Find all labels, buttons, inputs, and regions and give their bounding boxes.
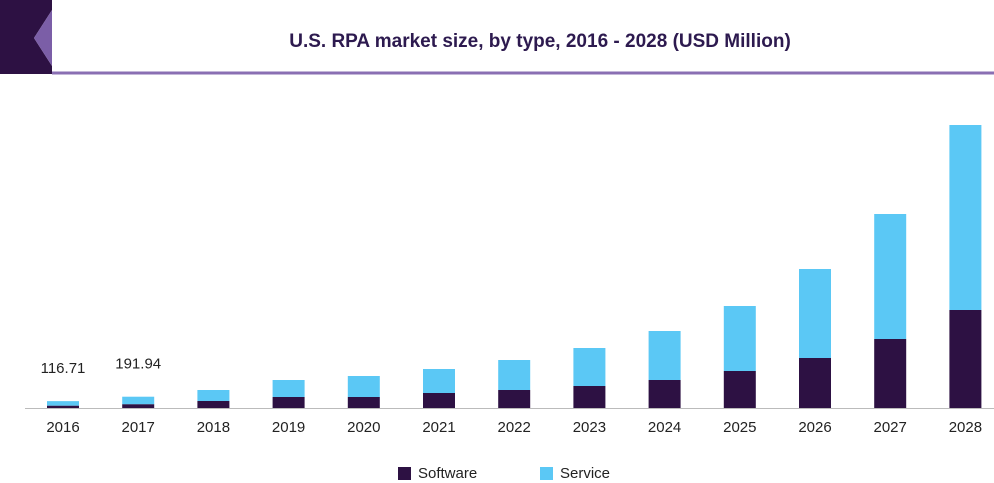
x-tick-label: 2023 [573, 419, 606, 436]
x-tick-label: 2019 [272, 419, 305, 436]
legend-label: Service [560, 465, 610, 482]
bar-segment [423, 393, 455, 408]
total-label: 191.94 [115, 356, 161, 373]
bar-segment [272, 397, 305, 408]
bar-segment [197, 401, 230, 408]
bar-segment [874, 214, 907, 339]
x-tick-label: 2018 [197, 419, 230, 436]
x-tick-label: 2024 [648, 419, 681, 436]
legend-label: Software [418, 465, 477, 482]
chart-title: U.S. RPA market size, by type, 2016 - 20… [289, 31, 791, 52]
bar-segment [648, 380, 681, 408]
x-tick-label: 2017 [122, 419, 155, 436]
bar-segment [573, 386, 606, 408]
bar-segment [122, 404, 155, 408]
bar-segment [648, 331, 681, 380]
bar-segment [498, 390, 531, 408]
total-label: 116.71 [41, 360, 86, 377]
bar-segment [47, 401, 79, 406]
bar-segment [47, 405, 79, 408]
bar-segment [197, 390, 230, 401]
x-tick-label: 2022 [498, 419, 531, 436]
bar-segment [272, 380, 305, 397]
bar-segment [799, 269, 831, 358]
bar-segment [347, 397, 380, 408]
bar-segment [573, 348, 606, 386]
x-tick-label: 2025 [723, 419, 756, 436]
bar-segment [347, 376, 380, 397]
bar-segment [799, 358, 831, 408]
x-tick-label: 2021 [422, 419, 455, 436]
x-tick-label: 2028 [949, 419, 982, 436]
logo-accent [34, 10, 52, 66]
bar-segment [423, 369, 455, 393]
bar-segment [723, 306, 756, 371]
bar-segment [874, 339, 907, 408]
bar-segment [949, 125, 982, 310]
bar-segment [949, 310, 982, 408]
x-tick-label: 2026 [798, 419, 831, 436]
logo [0, 0, 52, 74]
x-tick-label: 2027 [874, 419, 907, 436]
legend-swatch [540, 467, 553, 480]
bar-segment [498, 360, 531, 390]
x-tick-label: 2016 [46, 419, 79, 436]
legend-swatch [398, 467, 411, 480]
x-tick-label: 2020 [347, 419, 380, 436]
bar-segment [122, 396, 155, 405]
bar-segment [723, 371, 756, 408]
